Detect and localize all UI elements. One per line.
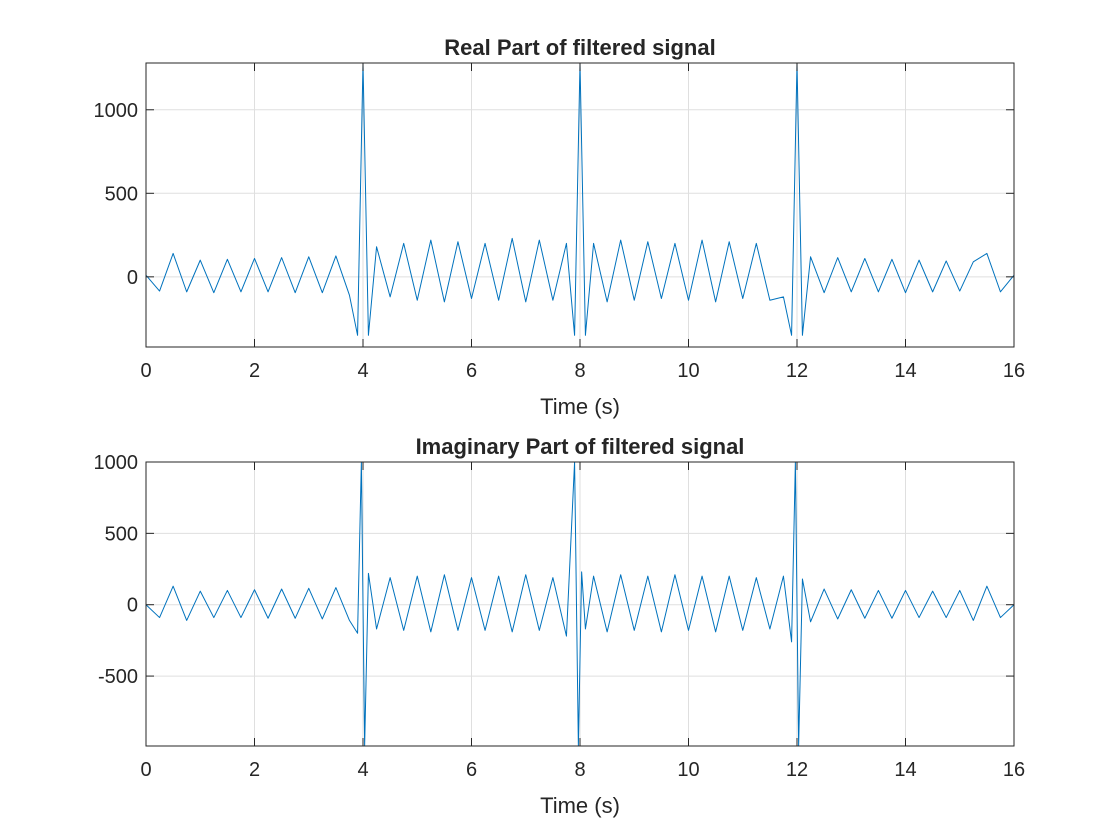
- imaginary-part-y-tick-label: 0: [127, 595, 138, 617]
- imaginary-part-signal-line: [145, 461, 1015, 747]
- real-part-x-tick-label: 8: [574, 360, 585, 382]
- real-part-y-tick-label: 0: [127, 267, 138, 289]
- imaginary-part-ticks: 0 2 4 6 8 10 12 14 16 -500 0 500 1000: [94, 452, 1026, 781]
- imaginary-part-x-tick-label: 4: [357, 759, 368, 781]
- real-part-y-tick-label: 1000: [94, 100, 139, 122]
- real-part-x-axis-label: Time (s): [540, 394, 620, 419]
- imaginary-part-x-tick-label: 16: [1003, 759, 1025, 781]
- imaginary-part-axes: 0 2 4 6 8 10 12 14 16 -500 0 500 1000 Imaginary Part…: [94, 434, 1026, 818]
- imaginary-part-x-tick-label: 12: [786, 759, 808, 781]
- imaginary-part-y-tick-label: 1000: [94, 452, 139, 474]
- imaginary-part-title: Imaginary Part of filtered signal: [416, 434, 745, 459]
- real-part-grid: [145, 63, 1015, 347]
- imaginary-part-y-tick-label: 500: [105, 523, 138, 545]
- imaginary-part-x-tick-label: 6: [466, 759, 477, 781]
- real-part-x-tick-label: 14: [894, 360, 916, 382]
- real-part-x-tick-label: 12: [786, 360, 808, 382]
- imaginary-part-x-tick-label: 0: [140, 759, 151, 781]
- real-part-y-tick-label: 500: [105, 183, 138, 205]
- real-part-x-tick-label: 0: [140, 360, 151, 382]
- imaginary-part-x-tick-label: 8: [574, 759, 585, 781]
- imaginary-part-x-axis-label: Time (s): [540, 793, 620, 818]
- real-part-x-tick-label: 10: [677, 360, 699, 382]
- real-part-axes: 0 2 4 6 8 10 12 14 16 0 500 1000 Real Part of filte…: [94, 35, 1026, 419]
- real-part-x-tick-label: 16: [1003, 360, 1025, 382]
- real-part-x-tick-label: 2: [249, 360, 260, 382]
- imaginary-part-x-tick-label: 14: [894, 759, 916, 781]
- imaginary-part-y-tick-label: -500: [98, 666, 138, 688]
- imaginary-part-x-tick-label: 10: [677, 759, 699, 781]
- imaginary-part-x-tick-label: 2: [249, 759, 260, 781]
- real-part-ticks: 0 2 4 6 8 10 12 14 16 0 500 1000: [94, 63, 1025, 382]
- real-part-x-tick-label: 6: [466, 360, 477, 382]
- real-part-title: Real Part of filtered signal: [444, 35, 715, 60]
- real-part-x-tick-label: 4: [357, 360, 368, 382]
